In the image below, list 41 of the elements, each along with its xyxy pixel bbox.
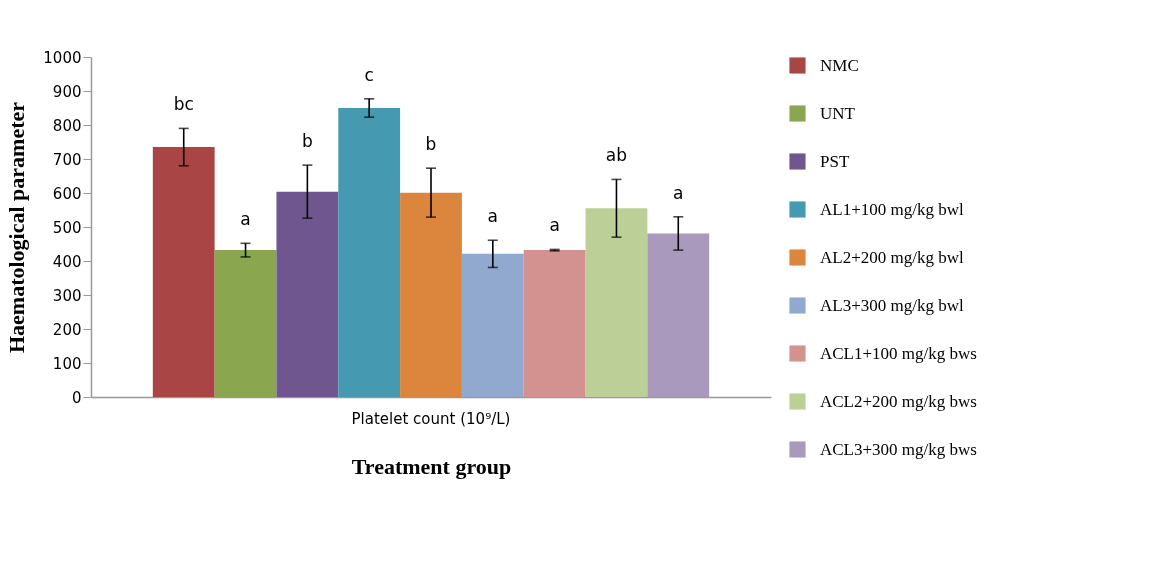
legend-label: AL1+100 mg/kg bwl	[820, 199, 964, 219]
data-label: b	[301, 131, 313, 152]
legend-label: PST	[820, 151, 850, 171]
y-tick-label: 900	[52, 82, 82, 101]
y-tick-label: 600	[52, 184, 82, 203]
data-label: a	[673, 182, 684, 203]
y-tick-label: 800	[52, 116, 82, 135]
data-label: bc	[173, 94, 194, 115]
data-label: ab	[605, 145, 628, 166]
y-tick-label: 300	[52, 286, 82, 305]
y-tick-label: 100	[52, 354, 82, 373]
x-axis-title: Treatment group	[351, 453, 512, 479]
y-tick-label: 700	[52, 150, 82, 169]
legend-label: ACL3+300 mg/kg bws	[820, 439, 977, 459]
y-tick-label: 0	[71, 388, 82, 407]
legend-label: AL3+300 mg/kg bwl	[820, 295, 964, 315]
bar	[647, 233, 710, 397]
legend-label: NMC	[820, 55, 859, 75]
bar	[400, 192, 462, 397]
legend-label: UNT	[820, 103, 856, 123]
bar	[276, 191, 339, 397]
data-label: a	[549, 215, 560, 236]
y-tick-label: 500	[52, 218, 82, 237]
bar	[214, 250, 277, 397]
bar	[523, 250, 586, 397]
bar	[585, 208, 648, 397]
bar	[338, 108, 401, 397]
y-tick-label: 400	[52, 252, 82, 271]
y-axis-title: Haematological parameter	[4, 101, 30, 354]
x-tick-label: Platelet count (10⁹/L)	[351, 409, 511, 428]
y-tick-label: 1000	[43, 48, 82, 67]
y-tick-label: 200	[52, 320, 82, 339]
data-label: a	[240, 209, 251, 230]
data-label: a	[487, 206, 499, 227]
bar	[152, 147, 215, 397]
data-label: b	[425, 134, 437, 155]
legend-label: ACL2+200 mg/kg bws	[820, 391, 977, 411]
legend-label: AL2+200 mg/kg bwl	[820, 247, 964, 267]
legend-label: ACL1+100 mg/kg bws	[820, 343, 977, 363]
bar	[461, 253, 524, 397]
data-label: c	[364, 64, 374, 85]
